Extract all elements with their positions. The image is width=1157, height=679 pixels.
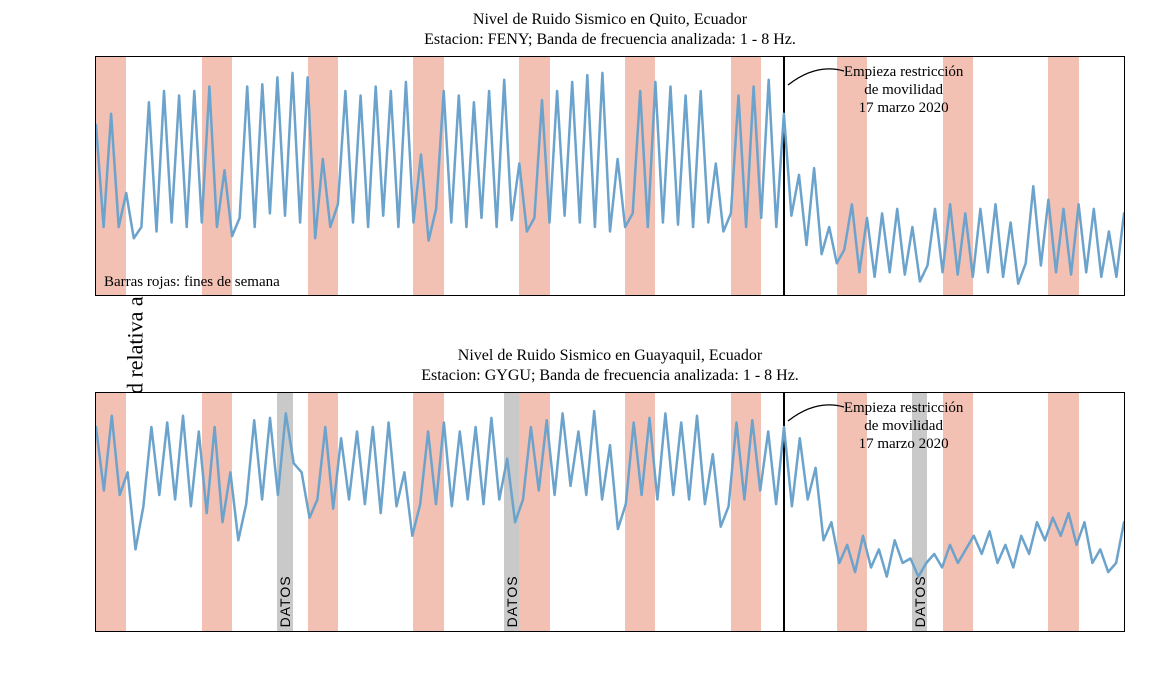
ytick-mark: [95, 450, 96, 451]
xtick-mark: [413, 295, 414, 296]
xtick-mark: [202, 631, 203, 632]
ytick-mark: [95, 159, 96, 160]
xtick-mark: [837, 631, 838, 632]
xtick-mark: [413, 631, 414, 632]
xtick-mark: [1048, 631, 1049, 632]
xtick-mark: [943, 295, 944, 296]
ytick-mark: [95, 631, 96, 632]
lockdown-annotation: Empieza restricciónde movilidad17 marzo …: [844, 63, 964, 117]
ytick-mark: [1124, 495, 1125, 496]
xtick-mark: [625, 631, 626, 632]
series-line: [96, 393, 1124, 631]
ytick-mark: [1124, 204, 1125, 205]
ytick-mark: [1124, 114, 1125, 115]
panel-guayaquil: SIN DATOSSIN DATOSSIN DATOS00.20.40.60.8…: [95, 392, 1125, 632]
panel-quito: 00.20.40.60.81Feb 01Feb 08Feb 15Feb 22Fe…: [95, 56, 1125, 296]
xtick-mark: [96, 295, 97, 296]
ytick-mark: [95, 114, 96, 115]
ytick-mark: [95, 204, 96, 205]
ytick-mark: [1124, 159, 1125, 160]
ytick-mark: [95, 540, 96, 541]
ytick-mark: [1124, 68, 1125, 69]
xtick-mark: [96, 631, 97, 632]
ytick-mark: [95, 295, 96, 296]
ytick-mark: [1124, 295, 1125, 296]
ytick-mark: [1124, 450, 1125, 451]
ytick-mark: [95, 404, 96, 405]
xtick-mark: [943, 631, 944, 632]
series-line: [96, 57, 1124, 295]
ytick-mark: [95, 250, 96, 251]
xtick-mark: [308, 631, 309, 632]
title-line: Estacion: FENY; Banda de frecuencia anal…: [424, 31, 796, 48]
xtick-mark: [837, 295, 838, 296]
ytick-mark: [1124, 250, 1125, 251]
title-line: Nivel de Ruido Sismico en Guayaquil, Ecu…: [458, 347, 762, 364]
title-line: Nivel de Ruido Sismico en Quito, Ecuador: [473, 11, 747, 28]
ytick-mark: [1124, 631, 1125, 632]
plot-area: SIN DATOSSIN DATOSSIN DATOS00.20.40.60.8…: [95, 392, 1125, 632]
ytick-mark: [1124, 586, 1125, 587]
ytick-mark: [1124, 404, 1125, 405]
ytick-mark: [95, 495, 96, 496]
lockdown-annotation: Empieza restricciónde movilidad17 marzo …: [844, 399, 964, 453]
title-line: Estacion: GYGU; Banda de frecuencia anal…: [421, 367, 799, 384]
plot-area: 00.20.40.60.81Feb 01Feb 08Feb 15Feb 22Fe…: [95, 56, 1125, 296]
xtick-mark: [1048, 295, 1049, 296]
xtick-mark: [519, 295, 520, 296]
panel-title-quito: Nivel de Ruido Sismico en Quito, Ecuador…: [95, 10, 1125, 50]
panel-title-guayaquil: Nivel de Ruido Sismico en Guayaquil, Ecu…: [95, 346, 1125, 386]
ytick-mark: [95, 586, 96, 587]
xtick-mark: [308, 295, 309, 296]
ytick-mark: [95, 68, 96, 69]
xtick-mark: [731, 295, 732, 296]
xtick-mark: [202, 295, 203, 296]
xtick-mark: [731, 631, 732, 632]
figure: Amplitud relativa al maximo Nivel de Rui…: [0, 0, 1157, 679]
ytick-mark: [1124, 540, 1125, 541]
xtick-mark: [519, 631, 520, 632]
barras-note: Barras rojas: fines de semana: [104, 274, 280, 291]
xtick-mark: [625, 295, 626, 296]
